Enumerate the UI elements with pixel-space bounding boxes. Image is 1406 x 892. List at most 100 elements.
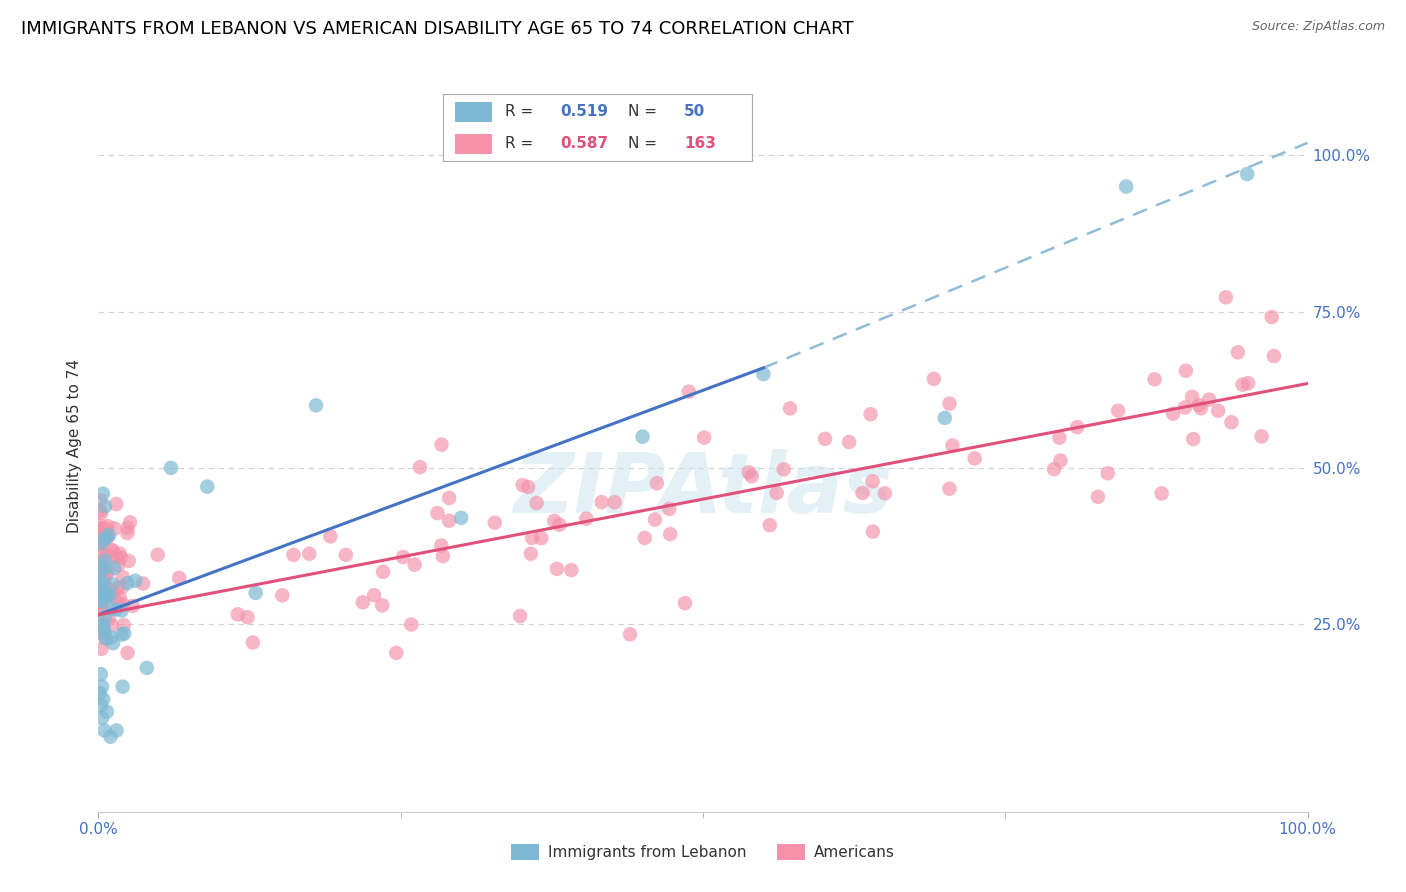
Point [93,584,115,599]
Point [91,618,114,632]
Point [105,602,128,616]
Point [146,548,169,562]
Point [548,517,571,532]
Point [1107,403,1129,417]
Point [90,580,112,594]
Point [108,591,131,605]
Point [591,495,613,509]
Point [107,581,129,595]
Point [108,547,131,561]
Point [520,531,543,545]
Point [546,562,568,576]
Point [922,372,945,386]
Point [89,532,111,546]
Point [94,521,117,535]
Point [90,506,112,520]
Point [658,502,681,516]
Bar [456,102,492,121]
Point [111,680,134,694]
Point [93,723,115,738]
Point [305,398,328,412]
Point [93,532,115,546]
Point [96,588,118,602]
Point [575,512,598,526]
Point [517,480,540,494]
Point [117,576,139,591]
Point [97,611,120,625]
Point [160,461,183,475]
Point [94,499,117,513]
Point [121,599,143,613]
Point [94,578,117,592]
Point [91,692,114,706]
Point [117,526,139,541]
Point [1263,349,1285,363]
Point [90,698,112,713]
Point [765,486,787,500]
Point [859,407,882,421]
Point [752,367,775,381]
Point [94,560,117,574]
Point [226,607,249,622]
Point [167,571,190,585]
Legend: Immigrants from Lebanon, Americans: Immigrants from Lebanon, Americans [505,838,901,866]
Point [89,561,111,575]
Point [1182,432,1205,446]
Point [1161,407,1184,421]
Point [437,491,460,505]
Point [97,566,120,581]
Point [1220,415,1243,429]
Bar [456,134,492,153]
Point [96,705,118,719]
Point [1087,490,1109,504]
Point [107,596,129,610]
Point [105,549,128,564]
Point [659,527,682,541]
Point [91,562,114,576]
Point [91,595,114,609]
Point [1198,392,1220,407]
Point [89,543,111,558]
Point [1188,398,1211,412]
Point [1181,390,1204,404]
Point [112,618,135,632]
Point [93,622,115,636]
Point [89,493,111,508]
Point [862,524,884,539]
Point [111,580,134,594]
Point [101,577,124,591]
Point [298,547,321,561]
Point [100,631,122,645]
Point [117,646,139,660]
Point [91,532,114,546]
Point [101,618,124,632]
Point [90,536,112,550]
Point [97,530,120,544]
Point [89,574,111,588]
Point [96,589,118,603]
Point [103,585,125,599]
Point [89,504,111,518]
Point [117,521,139,535]
Point [371,599,394,613]
Point [1174,364,1197,378]
Point [363,588,385,602]
Point [101,636,124,650]
Point [1189,401,1212,416]
Point [195,480,218,494]
Point [1115,179,1137,194]
Point [101,602,124,616]
Point [105,723,128,738]
Point [634,531,657,545]
Point [673,596,696,610]
Point [94,531,117,545]
Point [1097,467,1119,481]
Point [1174,401,1197,415]
Point [89,576,111,591]
Point [89,598,111,612]
Point [94,553,117,567]
Point [1236,167,1258,181]
Point [112,626,135,640]
Text: IMMIGRANTS FROM LEBANON VS AMERICAN DISABILITY AGE 65 TO 74 CORRELATION CHART: IMMIGRANTS FROM LEBANON VS AMERICAN DISA… [21,20,853,37]
Point [560,563,582,577]
